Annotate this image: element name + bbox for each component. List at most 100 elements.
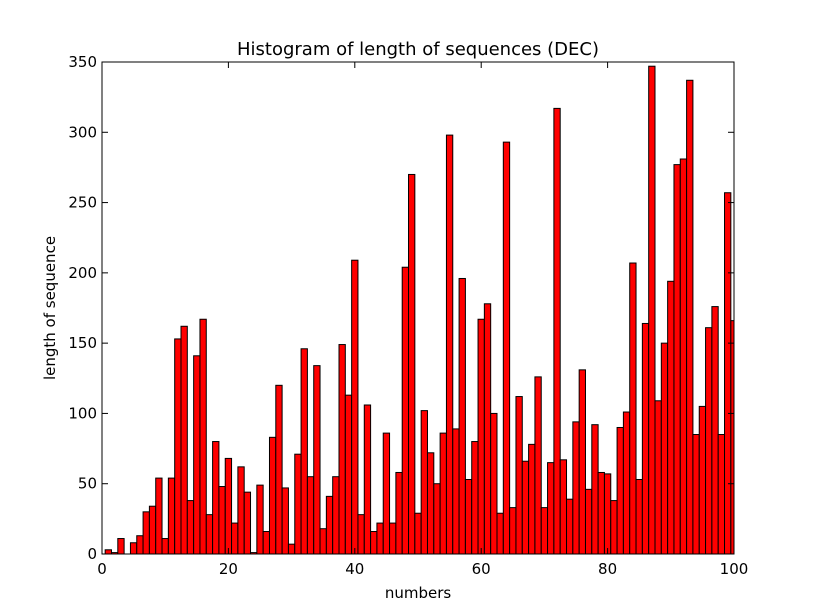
y-tick-label: 250 <box>68 194 97 212</box>
bar-10 <box>161 538 169 555</box>
y-axis-label: length of sequence <box>41 236 59 380</box>
y-tick-label: 200 <box>68 264 97 282</box>
x-tick-label: 40 <box>345 560 364 578</box>
bar-43 <box>370 531 378 555</box>
bar-49 <box>408 173 416 555</box>
bar-63 <box>496 512 504 555</box>
x-tick-label: 60 <box>472 560 491 578</box>
bar-28 <box>275 384 283 555</box>
bar-64 <box>502 141 511 555</box>
bar-33 <box>306 476 315 555</box>
bar-16 <box>199 318 207 555</box>
y-tick-label: 100 <box>68 404 97 422</box>
ticks-group: 0 20 40 60 80 100 0 50 100 150 200 250 300 350 <box>68 53 748 578</box>
bar-57 <box>458 277 466 555</box>
bar-58 <box>464 478 473 555</box>
bar-39 <box>344 394 353 555</box>
bar-13 <box>180 325 188 555</box>
bar-93 <box>686 79 694 555</box>
x-tick-label: 80 <box>598 560 617 578</box>
bar-22 <box>237 466 245 555</box>
bar-70 <box>540 507 549 555</box>
bar-36 <box>325 495 334 555</box>
bar-65 <box>509 507 517 555</box>
bar-79 <box>597 471 605 555</box>
bar-35 <box>319 528 327 555</box>
bars-group <box>104 65 735 555</box>
bar-14 <box>186 500 195 555</box>
bar-50 <box>414 512 422 555</box>
bar-31 <box>294 453 302 555</box>
bar-97 <box>711 306 719 555</box>
bar-54 <box>439 432 447 555</box>
bar-5 <box>129 542 138 555</box>
bar-90 <box>667 280 675 555</box>
bar-76 <box>578 369 586 555</box>
bar-55 <box>445 134 454 555</box>
bar-84 <box>629 262 637 555</box>
bar-30 <box>287 543 296 555</box>
bar-82 <box>616 426 624 555</box>
bar-38 <box>338 344 346 555</box>
bar-42 <box>363 404 372 555</box>
bar-81 <box>610 500 618 555</box>
bar-95 <box>698 405 707 555</box>
bar-45 <box>382 432 391 555</box>
bar-96 <box>705 327 713 555</box>
bar-21 <box>231 522 239 555</box>
bar-91 <box>673 164 681 555</box>
bar-99 <box>724 192 732 555</box>
bar-19 <box>218 486 226 555</box>
bar-94 <box>692 434 700 555</box>
bar-68 <box>528 443 536 555</box>
bar-40 <box>351 259 359 555</box>
bar-61 <box>483 303 492 555</box>
bar-23 <box>243 491 252 555</box>
bar-73 <box>559 459 568 555</box>
bar-72 <box>553 107 561 555</box>
y-tick-label: 50 <box>78 475 97 493</box>
bar-60 <box>477 318 485 555</box>
bar-87 <box>648 65 656 555</box>
y-tick-label: 150 <box>68 334 97 352</box>
bar-8 <box>148 505 157 555</box>
bar-74 <box>566 498 574 555</box>
bar-34 <box>313 365 321 555</box>
x-tick-label: 20 <box>219 560 238 578</box>
bar-15 <box>193 355 201 555</box>
bar-53 <box>433 483 441 555</box>
x-axis-label: numbers <box>385 584 452 602</box>
bar-47 <box>395 471 403 555</box>
bar-46 <box>389 522 397 555</box>
bar-32 <box>300 348 308 555</box>
bar-77 <box>584 488 593 555</box>
bar-17 <box>205 514 214 555</box>
bar-85 <box>635 478 643 555</box>
y-tick-label: 350 <box>68 53 97 71</box>
bar-98 <box>717 434 726 555</box>
bar-71 <box>547 462 555 555</box>
bar-18 <box>212 441 220 555</box>
bar-86 <box>641 322 650 555</box>
bar-88 <box>654 400 662 555</box>
bar-67 <box>521 460 530 555</box>
bar-12 <box>174 338 182 555</box>
bar-75 <box>572 421 580 555</box>
bar-26 <box>262 531 270 555</box>
bar-83 <box>622 411 631 555</box>
y-tick-label: 0 <box>87 545 97 563</box>
x-tick-label: 100 <box>720 560 749 578</box>
bar-1 <box>104 549 112 555</box>
bar-59 <box>471 441 479 555</box>
bar-78 <box>591 424 599 555</box>
chart-title: Histogram of length of sequences (DEC) <box>237 39 599 60</box>
y-tick-label: 300 <box>68 123 97 141</box>
bar-41 <box>357 514 365 555</box>
bar-27 <box>268 436 277 555</box>
bar-51 <box>420 410 428 555</box>
bar-9 <box>155 477 163 555</box>
bar-80 <box>603 473 612 555</box>
bar-69 <box>534 376 542 555</box>
bar-7 <box>142 511 150 555</box>
